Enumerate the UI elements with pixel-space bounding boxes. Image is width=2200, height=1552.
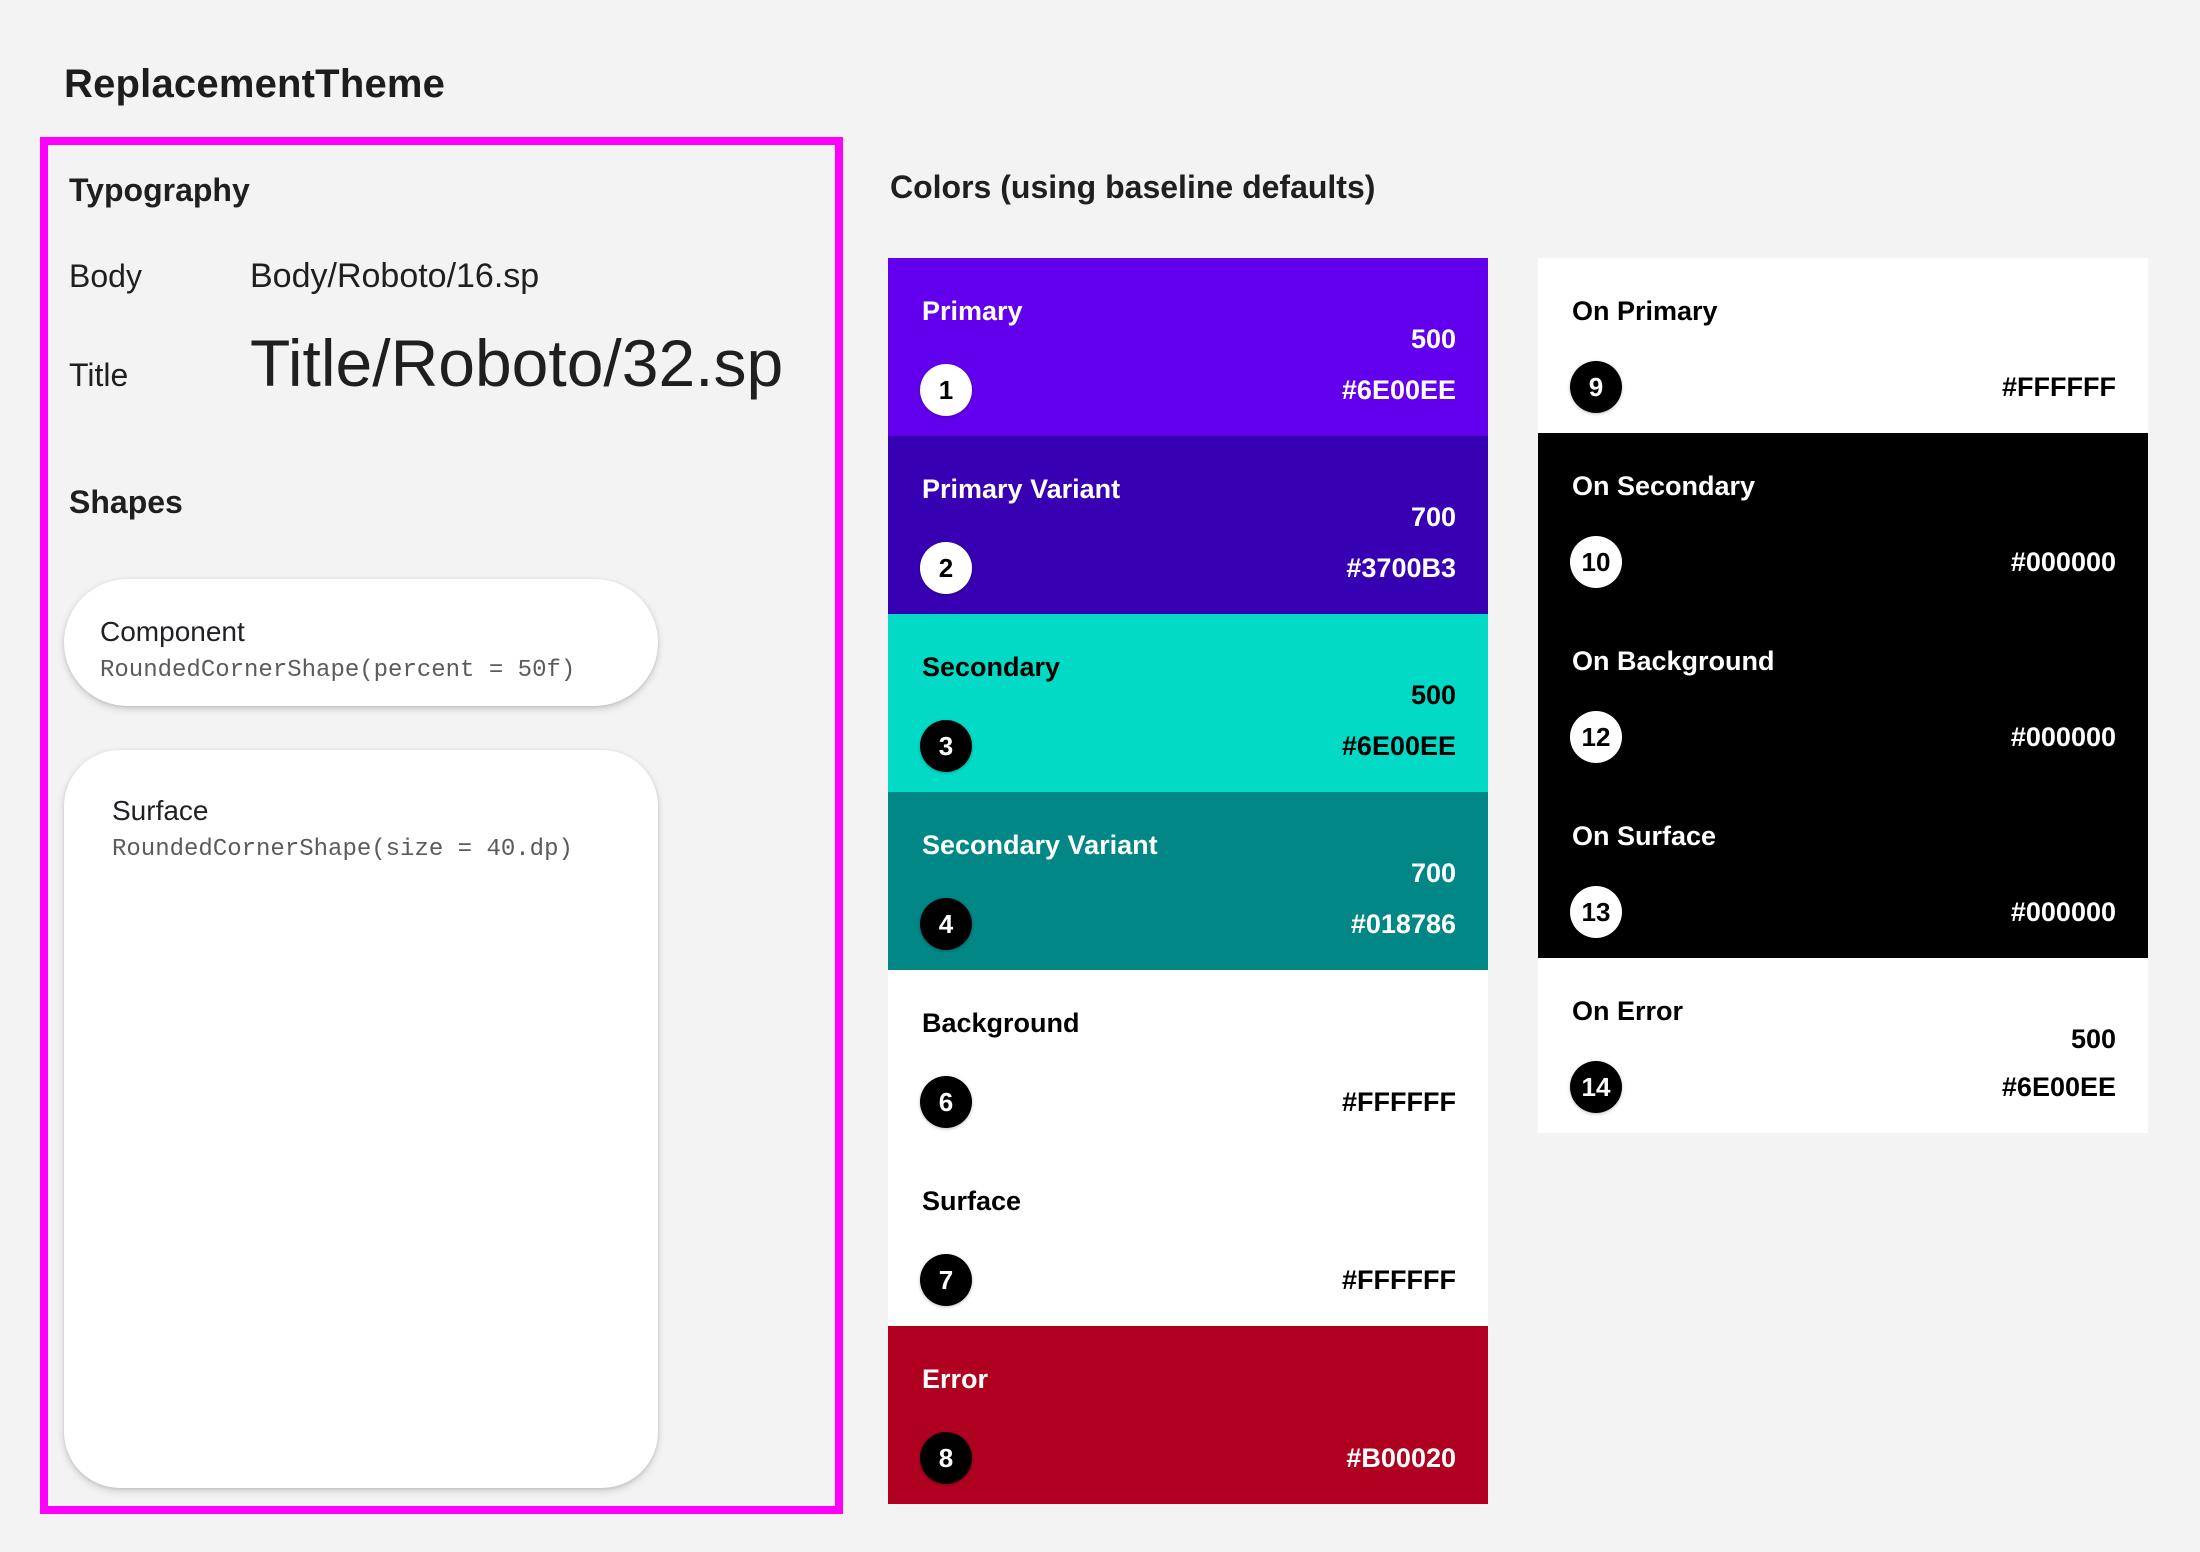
swatch-hex: #000000 [2010,897,2116,927]
swatch-hex: #3700B3 [1346,553,1456,583]
index-badge: 6 [920,1076,972,1128]
swatch-name: On Background [1572,646,1775,676]
color-column-on: On Primary 9 #FFFFFF On Secondary 10 #000000 O… [1538,258,2148,1133]
swatch-hex: #000000 [2010,722,2116,752]
color-swatch-background: Background 6 #FFFFFF [888,970,1488,1148]
color-swatch-on-surface: On Surface 13 #000000 [1538,783,2148,958]
index-badge: 13 [1570,886,1622,938]
swatch-name: Background [922,1008,1080,1038]
swatch-hex: #6E00EE [2001,1072,2116,1102]
color-swatch-secondary-variant: Secondary Variant 700 4 #018786 [888,792,1488,970]
shape-card-title: Surface [112,795,209,826]
swatch-footer: 14 #6E00EE [1570,1061,2116,1113]
color-swatch-on-background: On Background 12 #000000 [1538,608,2148,783]
swatch-hex: #FFFFFF [1342,1087,1456,1117]
swatch-footer: 3 #6E00EE [920,720,1456,772]
color-swatch-on-error: On Error 500 14 #6E00EE [1538,958,2148,1133]
shape-card-title: Component [100,616,245,647]
color-swatch-surface: Surface 7 #FFFFFF [888,1148,1488,1326]
shape-card-surface: Surface RoundedCornerShape(size = 40.dp) [64,750,658,1488]
swatch-hex: #B00020 [1346,1443,1456,1473]
page-title: ReplacementTheme [64,62,446,106]
swatch-name: On Primary [1572,296,1718,326]
color-swatch-on-primary: On Primary 9 #FFFFFF [1538,258,2148,433]
index-badge: 8 [920,1432,972,1484]
swatch-footer: 8 #B00020 [920,1432,1456,1484]
swatch-footer: 4 #018786 [920,898,1456,950]
typography-heading: Typography [69,172,250,208]
swatch-name: Error [922,1364,989,1394]
swatch-name: On Surface [1572,821,1717,851]
swatch-footer: 13 #000000 [1570,886,2116,938]
color-column-main: Primary 500 1 #6E00EE Primary Variant 700 2 #37… [888,258,1488,1504]
swatch-hex: #000000 [2010,547,2116,577]
shapes-heading: Shapes [69,484,183,520]
typography-body-sample: Body/Roboto/16.sp [250,257,540,295]
swatch-footer: 7 #FFFFFF [920,1254,1456,1306]
color-swatch-primary-variant: Primary Variant 700 2 #3700B3 [888,436,1488,614]
swatch-footer: 6 #FFFFFF [920,1076,1456,1128]
shape-card-code: RoundedCornerShape(percent = 50f) [100,657,576,684]
swatch-name: Primary [922,296,1023,326]
swatch-footer: 10 #000000 [1570,536,2116,588]
colors-heading: Colors (using baseline defaults) [890,169,1376,205]
swatch-footer: 12 #000000 [1570,711,2116,763]
index-badge: 1 [920,364,972,416]
swatch-name: Surface [922,1186,1022,1216]
swatch-name: On Error [1572,996,1684,1026]
swatch-name: Secondary Variant [922,830,1158,860]
swatch-hex: #6E00EE [1341,731,1456,761]
swatch-hex: #FFFFFF [1342,1265,1456,1295]
swatch-weight: 700 [1410,502,1456,532]
index-badge: 4 [920,898,972,950]
swatch-name: Primary Variant [922,474,1121,504]
swatch-footer: 9 #FFFFFF [1570,361,2116,413]
color-swatch-on-secondary: On Secondary 10 #000000 [1538,433,2148,608]
typography-row-label: Body [69,258,142,294]
index-badge: 12 [1570,711,1622,763]
typography-row-body: Body Body/Roboto/16.sp [69,257,815,296]
swatch-hex: #018786 [1350,909,1456,939]
typography-row-title: Title Title/Roboto/32.sp [69,323,815,403]
swatch-name: Secondary [922,652,1061,682]
shape-card-code: RoundedCornerShape(size = 40.dp) [112,836,573,863]
swatch-hex: #6E00EE [1341,375,1456,405]
typography-shapes-panel: Typography Body Body/Roboto/16.sp Title … [40,137,843,1514]
swatch-weight: 500 [1410,324,1456,354]
index-badge: 9 [1570,361,1622,413]
swatch-weight: 500 [1410,680,1456,710]
color-swatch-error: Error 8 #B00020 [888,1326,1488,1504]
typography-row-label: Title [69,357,129,393]
swatch-weight: 500 [2070,1024,2116,1054]
swatch-weight: 700 [1410,858,1456,888]
index-badge: 2 [920,542,972,594]
swatch-name: On Secondary [1572,471,1756,501]
color-swatch-primary: Primary 500 1 #6E00EE [888,258,1488,436]
shape-card-component: Component RoundedCornerShape(percent = 5… [64,579,658,706]
index-badge: 3 [920,720,972,772]
typography-title-sample: Title/Roboto/32.sp [250,326,784,400]
index-badge: 14 [1570,1061,1622,1113]
swatch-hex: #FFFFFF [2002,372,2116,402]
swatch-footer: 2 #3700B3 [920,542,1456,594]
index-badge: 10 [1570,536,1622,588]
index-badge: 7 [920,1254,972,1306]
color-swatch-secondary: Secondary 500 3 #6E00EE [888,614,1488,792]
swatch-footer: 1 #6E00EE [920,364,1456,416]
